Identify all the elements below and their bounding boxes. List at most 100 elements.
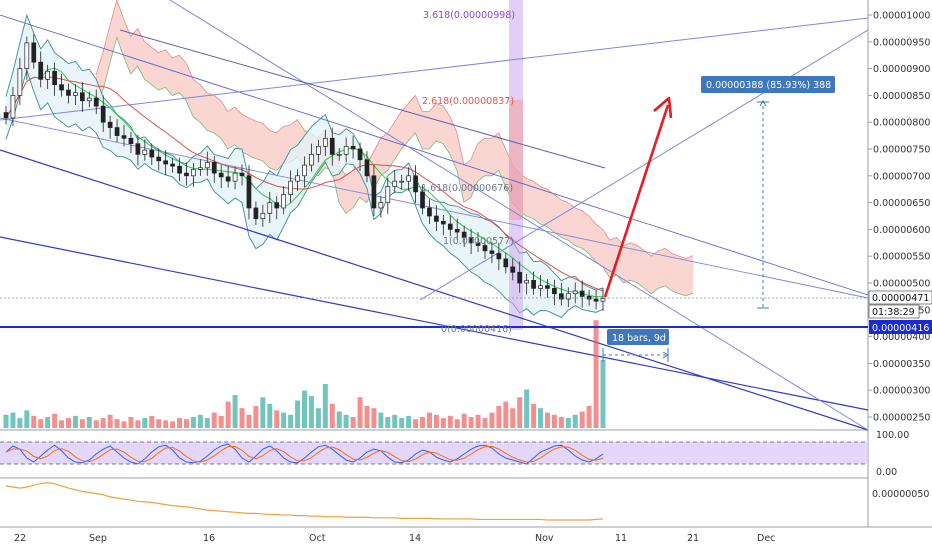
candle-body <box>343 145 349 155</box>
volume-bar <box>149 415 155 428</box>
candle-body <box>52 70 57 86</box>
ichimoku-cloud <box>95 0 694 297</box>
time-label-nov: Nov <box>535 533 554 544</box>
candle-body <box>524 279 529 284</box>
volume-bar <box>142 418 148 428</box>
volume-bar <box>426 412 432 428</box>
candle-body <box>517 271 523 284</box>
candle-body <box>434 215 439 222</box>
volume-bar <box>267 403 273 428</box>
volume-bar <box>420 417 426 428</box>
time-axis[interactable]: 22 Sep 16 Oct 14 Nov 11 21 Dec <box>14 533 775 544</box>
candle-body <box>510 266 516 273</box>
oscillator-pane[interactable] <box>5 481 604 521</box>
candle-body <box>274 202 280 209</box>
bars-range-tool[interactable]: 18 bars, 9d <box>602 329 669 362</box>
candle-body <box>225 176 231 182</box>
volume-bar <box>93 420 99 428</box>
time-label-16: 16 <box>203 533 215 544</box>
candle-body <box>302 164 307 177</box>
candle-body <box>600 298 606 302</box>
volume-bar <box>38 419 44 428</box>
stochastic-pane[interactable] <box>0 441 868 465</box>
candle-body <box>66 89 71 96</box>
time-label-21: 21 <box>687 533 699 544</box>
volume-bar <box>24 410 30 428</box>
ma-slow <box>5 76 604 292</box>
candle-body <box>503 258 509 268</box>
osc-line <box>5 481 604 521</box>
candle-body <box>149 149 155 158</box>
candle-body <box>579 290 585 297</box>
volume-bar <box>343 414 349 428</box>
price-tick-label: 0.00000850 <box>873 91 930 102</box>
price-tick-label: 0.00000550 <box>873 252 930 263</box>
candle-body <box>156 156 162 162</box>
candle-body <box>198 167 203 170</box>
price-tick-label: 0.00000500 <box>873 279 930 290</box>
price-axis[interactable] <box>868 0 932 550</box>
candlesticks[interactable] <box>3 34 606 311</box>
candle-body <box>288 180 293 195</box>
volume-bar <box>496 406 502 428</box>
volume-bar <box>281 412 287 428</box>
candle-body <box>531 279 536 289</box>
fib-label-1618: 1.618(0.00000676) <box>421 183 513 194</box>
volume-bar <box>364 406 370 428</box>
candle-body <box>309 154 314 166</box>
candle-body <box>3 112 9 119</box>
volume-bar <box>246 414 252 428</box>
time-label-sep: Sep <box>89 533 107 544</box>
candle-body <box>572 290 578 295</box>
projection-arrow[interactable] <box>603 96 673 298</box>
volume-bar <box>295 400 301 428</box>
volume-bar <box>454 419 460 428</box>
candle-body <box>350 145 356 150</box>
stoch-axis-bottom: 0.00 <box>876 467 897 478</box>
volume-bar <box>572 414 578 428</box>
candle-body <box>24 42 30 69</box>
volume-bar <box>183 419 189 428</box>
volume-bar <box>315 408 321 428</box>
volume-bar <box>475 414 481 428</box>
volume-bar <box>177 418 183 428</box>
volume-bar <box>135 420 141 428</box>
price-tick-label: 0.00000250 <box>873 413 930 424</box>
volume-bar <box>86 417 92 428</box>
candle-body <box>107 121 113 128</box>
volume-bar <box>100 418 106 428</box>
volume-bar <box>65 418 71 428</box>
trend-line <box>0 17 869 121</box>
candle-body <box>378 202 384 209</box>
candle-body <box>468 237 474 244</box>
time-label-14: 14 <box>409 533 421 544</box>
volume-bar <box>107 414 113 428</box>
volume-bar <box>350 417 356 428</box>
volume-bar <box>302 390 307 428</box>
marked-level-value: 0.00000416 <box>872 323 929 334</box>
volume-bar <box>79 419 85 428</box>
candle-body <box>329 137 335 155</box>
candle-body <box>177 165 182 174</box>
volume-bar <box>440 418 446 428</box>
measure-label: 0.00000388 (85.93%) 388 <box>706 80 831 91</box>
candle-body <box>461 231 467 238</box>
price-tick-label: 0.00000350 <box>873 359 930 370</box>
volume-bar <box>489 412 495 428</box>
candle-body <box>336 154 342 156</box>
candle-body <box>593 298 599 302</box>
bars-label: 18 bars, 9d <box>612 333 666 344</box>
volume-bar <box>371 408 377 428</box>
candle-body <box>385 186 391 203</box>
candle-body <box>38 61 44 80</box>
trend-lines[interactable] <box>0 0 869 431</box>
candle-body <box>545 285 550 289</box>
measure-tool[interactable]: 0.00000388 (85.93%) 388 <box>701 76 835 309</box>
volume-bar <box>163 420 169 428</box>
candle-body <box>239 172 245 177</box>
candle-body <box>80 92 85 102</box>
trend-line <box>0 14 869 296</box>
current-price-value: 0.00000471 <box>872 293 929 304</box>
volume-bar <box>413 419 419 428</box>
